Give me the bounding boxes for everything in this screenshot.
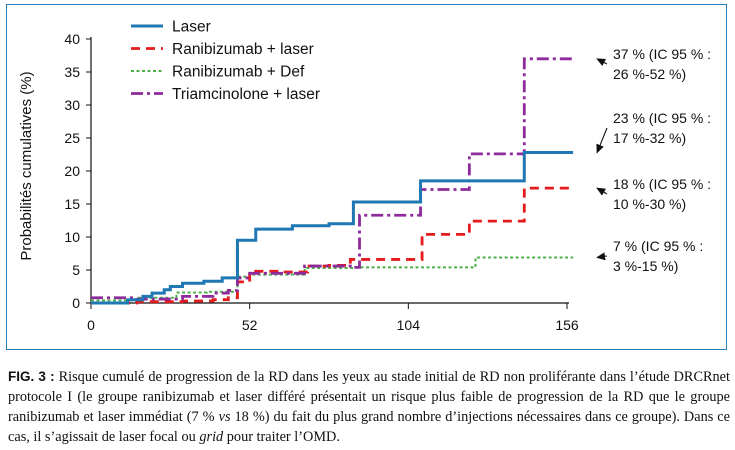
annotation-arrow — [596, 187, 608, 196]
step-chart: 0 5 10 15 20 25 30 35 40 0 52 104 156 Laser Ranibizum… — [18, 19, 711, 334]
figure-frame — [6, 4, 727, 350]
series-line-triamcinolone-laser — [91, 57, 574, 301]
legend-label: Ranibizumab + Def — [172, 64, 305, 81]
annotation-line1: 18 % (IC 95 % : — [613, 176, 711, 192]
annotations: 37 % (IC 95 % : 26 %-52 %) 23 % (IC 95 % :… — [596, 46, 711, 274]
caption-grid: grid — [199, 429, 224, 445]
y-axis-label: Probabilités cumulatives (%) — [18, 71, 35, 260]
legend-label: Triamcinolone + laser — [172, 86, 320, 103]
x-tick-label: 52 — [242, 317, 258, 333]
y-tick-label: 40 — [64, 31, 80, 47]
caption-text-2: 18 %) du fait du plus grand nombre d’inj… — [8, 409, 730, 445]
annotation-line2: 3 %-15 %) — [613, 258, 678, 274]
x-tick-label: 156 — [555, 317, 579, 333]
annotation-line2: 10 %-30 %) — [613, 196, 686, 212]
legend-label: Laser — [172, 19, 211, 36]
caption-text-3: pour traiter l’OMD. — [223, 429, 340, 445]
legend-label: Ranibizumab + laser — [172, 41, 314, 58]
y-tick-label: 15 — [64, 196, 80, 212]
series-layer — [91, 57, 574, 305]
annotation-line1: 7 % (IC 95 % : — [613, 238, 703, 254]
annotation-line2: 26 %-52 %) — [613, 66, 686, 82]
figure-caption: FIG. 3 : Risque cumulé de progression de… — [8, 367, 730, 447]
y-tick-label: 35 — [64, 64, 80, 80]
series-line-ranibizumab-laser — [91, 186, 574, 305]
y-tick-label: 20 — [64, 163, 80, 179]
annotation-arrow — [596, 127, 608, 154]
caption-label-prefix: FIG. — [8, 369, 35, 384]
x-tick-label: 104 — [397, 317, 421, 333]
y-tick-label: 30 — [64, 97, 80, 113]
y-tick-label: 25 — [64, 130, 80, 146]
legend: Laser Ranibizumab + laser Ranibizumab + De… — [131, 19, 320, 103]
caption-vs: vs — [218, 409, 231, 425]
series-line-laser — [91, 151, 574, 305]
annotation-arrow — [596, 58, 608, 67]
y-tick-label: 5 — [72, 262, 80, 278]
caption-text-1: Risque cumulé de progression de la RD da… — [8, 369, 730, 425]
caption-label: FIG. 3 : — [8, 369, 55, 384]
annotation-arrow — [596, 252, 608, 261]
caption-label-number: 3 : — [38, 369, 55, 384]
annotation-line2: 17 %-32 %) — [613, 130, 686, 146]
y-tick-label: 10 — [64, 229, 80, 245]
y-tick-label: 0 — [72, 295, 80, 311]
annotation-line1: 23 % (IC 95 % : — [613, 110, 711, 126]
x-tick-label: 0 — [87, 317, 95, 333]
annotation-line1: 37 % (IC 95 % : — [613, 46, 711, 62]
